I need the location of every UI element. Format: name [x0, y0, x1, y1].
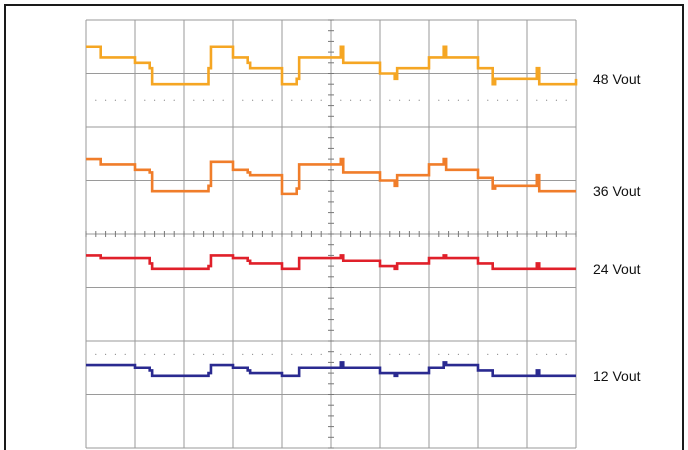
grid-dot	[203, 353, 205, 355]
grid-dot	[448, 353, 450, 355]
grid-dot	[418, 353, 420, 355]
grid-dot	[301, 99, 303, 101]
grid-dot	[359, 99, 361, 101]
trace-4	[86, 361, 576, 378]
grid-dot	[448, 99, 450, 101]
grid-dot	[497, 353, 499, 355]
grid-dot	[546, 99, 548, 101]
trace-label: 24 Vout	[593, 260, 641, 277]
grid-dot	[291, 99, 293, 101]
grid-dot	[536, 353, 538, 355]
grid-dot	[516, 99, 518, 101]
grid-dot	[565, 99, 567, 101]
trace-label: 36 Vout	[593, 183, 641, 200]
grid-dot	[95, 99, 97, 101]
grid-dot	[261, 353, 263, 355]
trace-3	[86, 254, 576, 271]
grid-dot	[212, 353, 214, 355]
grid-dot	[95, 353, 97, 355]
grid-dot	[506, 353, 508, 355]
grid-dot	[369, 353, 371, 355]
grid-dot	[438, 353, 440, 355]
grid-dot	[389, 99, 391, 101]
grid-dot	[320, 99, 322, 101]
grid-dot	[408, 353, 410, 355]
grid-dot	[163, 353, 165, 355]
grid-dot	[320, 353, 322, 355]
grid-dot	[536, 99, 538, 101]
grid-dot	[340, 99, 342, 101]
grid-dot	[350, 353, 352, 355]
grid-dot	[457, 99, 459, 101]
trace-label: 48 Vout	[593, 70, 641, 87]
oscilloscope-frame	[4, 4, 684, 450]
grid-dot	[408, 99, 410, 101]
grid-dot	[546, 353, 548, 355]
grid-dot	[242, 353, 244, 355]
grid-dot	[555, 353, 558, 355]
grid-dot	[114, 99, 116, 101]
grid-dot	[173, 99, 175, 101]
grid-dot	[291, 353, 293, 355]
grid-dot	[124, 353, 126, 355]
grid-dot	[252, 353, 254, 355]
grid-dot	[340, 353, 342, 355]
grid-dot	[114, 353, 116, 355]
grid-dot	[203, 99, 205, 101]
grid-dot	[173, 353, 175, 355]
grid-dot	[506, 99, 508, 101]
grid-dot	[154, 353, 156, 355]
grid-dot	[418, 99, 420, 101]
grid-dot	[467, 99, 469, 101]
trace-label: 12 Vout	[593, 367, 641, 384]
grid-dot	[369, 99, 371, 101]
grid-dot	[565, 353, 567, 355]
grid-dot	[555, 99, 558, 101]
trace-2	[86, 157, 576, 196]
grid-dot	[399, 99, 401, 101]
grid-dot	[389, 353, 391, 355]
grid-dot	[487, 99, 489, 101]
grid-dot	[271, 99, 273, 101]
grid-dot	[212, 99, 214, 101]
grid-dot	[193, 99, 195, 101]
grid-dot	[105, 353, 107, 355]
grid-dot	[242, 99, 244, 101]
trace-1	[86, 45, 578, 86]
grid-dot	[310, 99, 312, 101]
grid-dot	[467, 353, 469, 355]
grid-dot	[350, 99, 352, 101]
grid-dot	[252, 99, 254, 101]
grid-dot	[124, 99, 126, 101]
grid-dot	[154, 99, 156, 101]
grid-dot	[144, 99, 146, 101]
grid-dot	[487, 353, 489, 355]
grid-dot	[193, 353, 195, 355]
grid-dot	[497, 99, 499, 101]
grid-dot	[105, 99, 107, 101]
grid-dot	[516, 353, 518, 355]
grid-dot	[301, 353, 303, 355]
grid-dot	[310, 353, 312, 355]
grid-dot	[399, 353, 401, 355]
grid-dot	[261, 99, 263, 101]
grid-dot	[222, 353, 224, 355]
grid-dot	[359, 353, 361, 355]
grid-dot	[222, 99, 224, 101]
grid-dot	[163, 99, 165, 101]
grid-dot	[438, 99, 440, 101]
grid-dot	[271, 353, 273, 355]
grid-dot	[144, 353, 146, 355]
grid-dot	[457, 353, 459, 355]
